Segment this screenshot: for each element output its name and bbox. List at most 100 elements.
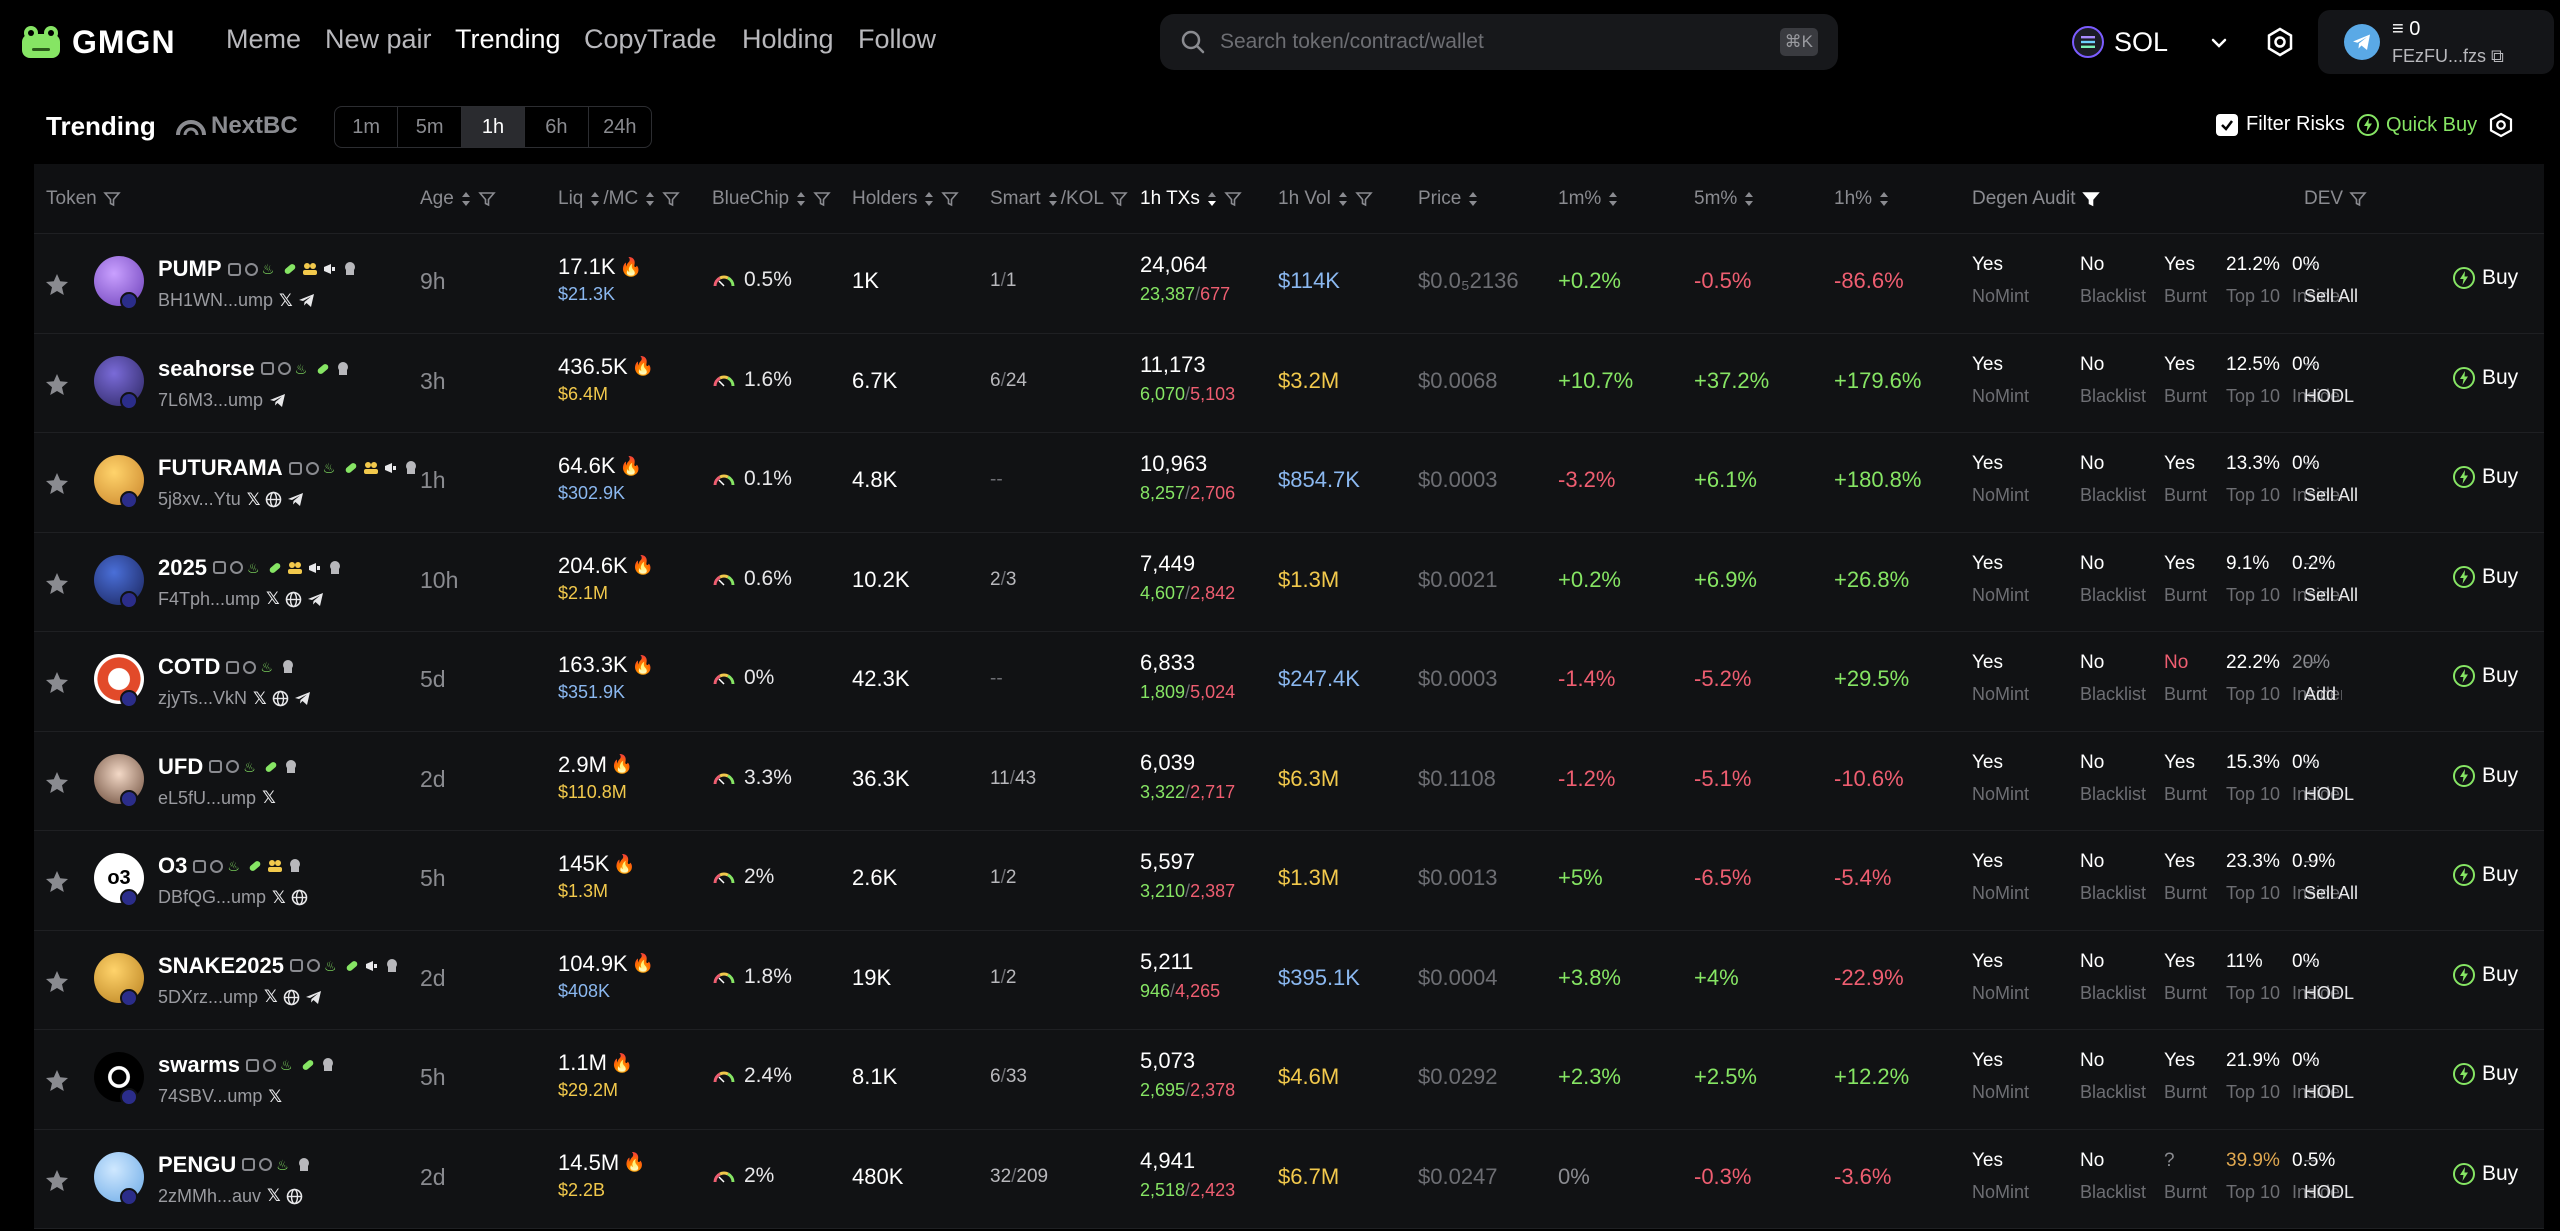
col-1m[interactable]: 1m% [1558, 188, 1619, 210]
twitter-x-icon[interactable]: 𝕏 [253, 688, 267, 708]
twitter-x-icon[interactable]: 𝕏 [246, 489, 261, 509]
token-address[interactable]: eL5fU...ump 𝕏 [158, 788, 276, 809]
token-address[interactable]: F4Tph...ump 𝕏 [158, 589, 324, 610]
col-holders[interactable]: Holders [852, 188, 960, 210]
quick-buy-settings-icon[interactable] [2488, 112, 2514, 138]
col-vol[interactable]: 1h Vol [1278, 188, 1373, 210]
search-bar[interactable]: ⌘K [1160, 14, 1838, 70]
favorite-star-icon[interactable] [44, 869, 70, 895]
sort-icon[interactable] [460, 190, 472, 208]
token-symbol[interactable]: COTD ♨ [158, 654, 296, 680]
table-row[interactable]: COTD ♨ zjyTs...VkN 𝕏 5d 163.3K 🔥 $351.9K 0% 42.3K… [34, 632, 2544, 732]
website-icon[interactable] [286, 1188, 303, 1205]
favorite-star-icon[interactable] [44, 1068, 70, 1094]
twitter-x-icon[interactable]: 𝕏 [266, 589, 280, 608]
telegram-icon[interactable] [294, 690, 311, 707]
search-icon[interactable] [226, 760, 240, 773]
filter-icon[interactable] [1224, 190, 1242, 208]
table-row[interactable]: FUTURAMA ♨ 5j8xv...Ytu 𝕏 1h 64.6K 🔥 $302.9K 0.1%… [34, 433, 2544, 533]
favorite-star-icon[interactable] [44, 969, 70, 995]
sort-icon[interactable] [1337, 190, 1349, 208]
buy-button[interactable]: Buy [2452, 465, 2518, 489]
copy-icon[interactable] [226, 660, 240, 674]
website-icon[interactable] [285, 591, 302, 608]
checkbox-checked-icon[interactable] [2216, 113, 2238, 136]
twitter-x-icon[interactable]: 𝕏 [272, 887, 286, 907]
sort-icon[interactable] [644, 190, 656, 208]
filter-icon[interactable] [1110, 190, 1128, 208]
copy-icon[interactable] [227, 262, 241, 276]
filter-icon[interactable] [662, 190, 680, 208]
table-row[interactable]: o3 O3 ♨ DBfQG...ump 𝕏 5h 145K 🔥 $1.3M 2% 2.6K 1/2 5,… [34, 831, 2544, 931]
col-bluechip[interactable]: BlueChip [712, 188, 831, 210]
telegram-icon[interactable] [305, 989, 322, 1006]
nav-follow[interactable]: Follow [858, 24, 937, 54]
token-symbol[interactable]: FUTURAMA ♨ [158, 455, 419, 481]
sort-icon[interactable] [923, 190, 935, 208]
table-row[interactable]: seahorse ♨ 7L6M3...ump 3h 436.5K 🔥 $6.4M 1.6% 6.… [34, 333, 2544, 433]
search-icon[interactable] [229, 561, 243, 574]
filter-icon[interactable] [941, 190, 960, 208]
token-address[interactable]: zjyTs...VkN 𝕏 [158, 688, 311, 709]
filter-icon[interactable] [813, 190, 831, 208]
timeframe-6h[interactable]: 6h [525, 107, 589, 147]
nextbc-tab[interactable]: NextBC [175, 112, 298, 140]
filter-icon[interactable] [478, 190, 496, 208]
token-address[interactable]: BH1WN...ump 𝕏 [158, 290, 315, 311]
favorite-star-icon[interactable] [44, 372, 70, 398]
sort-icon[interactable] [1878, 190, 1890, 208]
search-icon[interactable] [244, 262, 258, 276]
token-symbol[interactable]: swarms ♨ [158, 1052, 336, 1078]
filter-icon[interactable] [1355, 190, 1373, 208]
token-address[interactable]: DBfQG...ump 𝕏 [158, 887, 308, 908]
token-address[interactable]: 5j8xv...Ytu 𝕏 [158, 489, 304, 510]
col-age[interactable]: Age [420, 188, 496, 210]
sort-icon[interactable] [589, 190, 601, 208]
copy-icon[interactable] [289, 959, 303, 972]
sort-icon[interactable] [1743, 190, 1755, 208]
search-icon[interactable] [210, 859, 224, 873]
token-symbol[interactable]: O3 ♨ [158, 853, 303, 879]
favorite-star-icon[interactable] [44, 571, 70, 597]
copy-icon[interactable] [193, 859, 207, 873]
twitter-x-icon[interactable]: 𝕏 [279, 290, 293, 310]
token-symbol[interactable]: SNAKE2025 ♨ [158, 953, 400, 979]
buy-button[interactable]: Buy [2452, 764, 2518, 788]
buy-button[interactable]: Buy [2452, 565, 2518, 589]
col-liq[interactable]: Liq/MC [558, 188, 680, 210]
website-icon[interactable] [272, 690, 289, 707]
chain-selector[interactable]: SOL [2060, 14, 2230, 70]
timeframe-1m[interactable]: 1m [335, 107, 399, 147]
token-symbol[interactable]: seahorse ♨ [158, 356, 351, 382]
sort-icon[interactable] [1467, 190, 1479, 208]
favorite-star-icon[interactable] [44, 1168, 70, 1194]
buy-button[interactable]: Buy [2452, 1062, 2518, 1086]
buy-button[interactable]: Buy [2452, 366, 2518, 390]
telegram-icon[interactable] [269, 392, 286, 409]
col-degen-audit[interactable]: Degen Audit [1972, 188, 2100, 210]
timeframe-5m[interactable]: 5m [398, 107, 462, 147]
token-symbol[interactable]: 2025 ♨ [158, 555, 343, 581]
table-row[interactable]: SNAKE2025 ♨ 5DXrz...ump 𝕏 2d 104.9K 🔥 $408K 1.8%… [34, 930, 2544, 1030]
sort-icon[interactable] [795, 190, 807, 208]
search-input[interactable] [1220, 24, 1740, 60]
favorite-star-icon[interactable] [44, 670, 70, 696]
buy-button[interactable]: Buy [2452, 963, 2518, 987]
table-row[interactable]: PUMP ♨ BH1WN...ump 𝕏 9h 17.1K 🔥 $21.3K 0.5% 1K 1/1… [34, 234, 2544, 334]
website-icon[interactable] [291, 889, 308, 906]
sort-icon[interactable] [1047, 190, 1059, 208]
col-dev[interactable]: DEV [2304, 188, 2367, 210]
token-address[interactable]: 7L6M3...ump [158, 390, 286, 411]
quick-buy-toggle[interactable]: Quick Buy [2356, 113, 2477, 137]
filter-icon[interactable] [2081, 190, 2100, 208]
telegram-icon[interactable] [298, 292, 315, 309]
twitter-x-icon[interactable]: 𝕏 [267, 1186, 281, 1205]
token-symbol[interactable]: PUMP ♨ [158, 256, 358, 282]
search-icon[interactable] [262, 1058, 276, 1072]
copy-icon[interactable] [212, 561, 226, 574]
filter-icon[interactable] [2349, 190, 2367, 208]
buy-button[interactable]: Buy [2452, 266, 2518, 290]
token-address[interactable]: 5DXrz...ump 𝕏 [158, 987, 322, 1008]
copy-icon[interactable] [260, 362, 274, 375]
website-icon[interactable] [283, 989, 300, 1006]
